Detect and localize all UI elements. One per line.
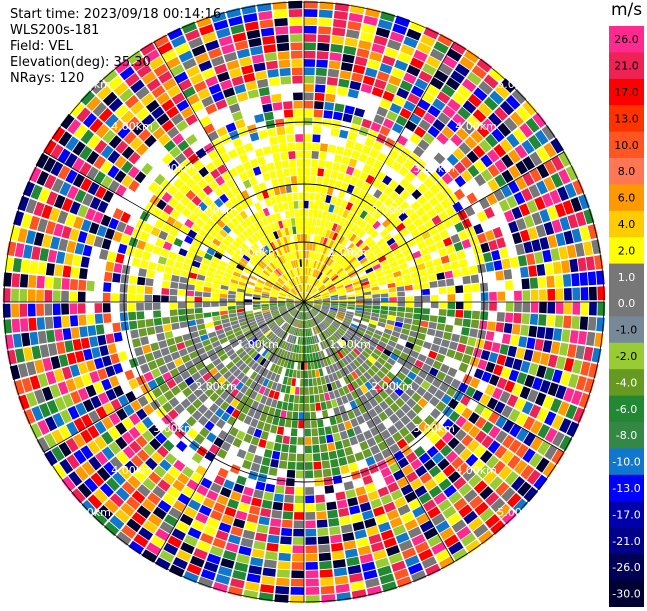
gate-band xyxy=(17,29,602,589)
colorbar-tick-label: 4.0 xyxy=(618,218,636,231)
colorbar-swatch xyxy=(609,501,644,529)
range-label: 5.00km xyxy=(497,506,539,519)
colorbar-tick-label: -2.0 xyxy=(616,350,637,363)
colorbar-tick-label: -30.0 xyxy=(612,588,640,601)
range-label: 3.00km xyxy=(413,422,455,435)
azimuth-line xyxy=(303,301,564,453)
range-label: 2.00km xyxy=(371,380,413,393)
colorbar-swatch xyxy=(609,131,644,159)
colorbar-swatch xyxy=(609,290,644,317)
gate-band xyxy=(128,302,471,479)
colorbar-tick-label: -8.0 xyxy=(616,429,637,442)
colorbar-swatch xyxy=(609,554,644,581)
colorbar-swatch xyxy=(609,580,644,608)
colorbar-tick-label: 1.0 xyxy=(618,271,636,284)
colorbar-swatch xyxy=(609,26,644,53)
colorbar-unit: m/s xyxy=(611,0,643,20)
colorbar-swatch xyxy=(609,263,644,291)
colorbar-tick-label: 0.0 xyxy=(618,297,636,310)
range-label: 5.00km xyxy=(497,78,539,91)
colorbar-swatch xyxy=(609,395,644,423)
colorbar-tick-label: 26.0 xyxy=(614,33,639,46)
colorbar-tick-label: 6.0 xyxy=(618,192,636,205)
colorbar-tick-label: -1.0 xyxy=(616,324,637,337)
azimuth-line xyxy=(303,151,564,303)
colorbar-tick-label: -17.0 xyxy=(612,508,640,521)
colorbar-swatch xyxy=(609,342,644,370)
azimuth-line xyxy=(153,41,305,303)
instrument-label: WLS200s-181 xyxy=(10,23,100,38)
range-label: 3.00km xyxy=(153,422,195,435)
range-label: 3.00km xyxy=(153,162,195,175)
field-label: Field: VEL xyxy=(10,39,73,54)
colorbar-tick-label: -6.0 xyxy=(616,403,637,416)
gate-band xyxy=(131,302,480,478)
azimuth-line xyxy=(153,301,305,562)
velocity-gates xyxy=(2,0,606,604)
range-label: 1.00km xyxy=(237,338,279,351)
colorbar-tick-label: -26.0 xyxy=(612,561,640,574)
colorbar-tick-label: -10.0 xyxy=(612,456,640,469)
azimuth-line xyxy=(303,41,455,303)
range-label: 3.00km xyxy=(413,162,455,175)
colorbar-tick-label: 10.0 xyxy=(614,139,639,152)
colorbar-tick-label: 21.0 xyxy=(614,60,639,73)
elevation-label: Elevation(deg): 35.30 xyxy=(10,55,151,70)
range-label: 2.00km xyxy=(195,380,237,393)
start-time-label: Start time: 2023/09/18 00:14:16 xyxy=(10,7,222,22)
gate-band xyxy=(119,264,489,473)
nrays-label: NRays: 120 xyxy=(10,71,85,86)
range-label: 2.00km xyxy=(195,204,237,217)
azimuth-line xyxy=(43,151,305,303)
colorbar-swatch xyxy=(609,78,644,106)
colorbar-swatch xyxy=(609,52,644,80)
azimuth-lines xyxy=(4,2,604,602)
range-labels: 1.00km 2.00km 3.00km 4.00km 5.00km 1.00km 2.00… xyxy=(69,78,539,519)
colorbar-tick-label: 13.0 xyxy=(614,112,639,125)
range-label: 1.00km xyxy=(237,246,279,259)
range-label: 4.00km xyxy=(455,464,497,477)
colorbar-swatch xyxy=(609,158,644,185)
colorbar-tick-label: 2.0 xyxy=(618,244,636,257)
gate-band xyxy=(230,227,380,302)
colorbar-tick-label: -13.0 xyxy=(612,482,640,495)
colorbar-swatch xyxy=(609,474,644,502)
range-label: 5.00km xyxy=(69,78,111,91)
colorbar-tick-label: -21.0 xyxy=(612,535,640,548)
range-label: 4.00km xyxy=(455,120,497,133)
colorbar-tick-label: -4.0 xyxy=(616,376,637,389)
colorbar-swatch xyxy=(609,369,644,397)
colorbar-swatch xyxy=(609,105,644,133)
colorbar-swatch xyxy=(609,237,644,265)
colorbar-swatch xyxy=(609,210,644,238)
colorbar-swatch xyxy=(609,184,644,212)
azimuth-line xyxy=(303,301,455,562)
azimuth-line xyxy=(43,301,305,453)
colorbar-tick-label: 17.0 xyxy=(614,86,639,99)
colorbar-swatch xyxy=(609,316,644,344)
colorbar-swatch xyxy=(609,448,644,476)
range-label: 4.00km xyxy=(111,464,153,477)
range-label: 1.00km xyxy=(329,338,371,351)
range-label: 2.00km xyxy=(371,204,413,217)
range-label: 4.00km xyxy=(111,120,153,133)
colorbar: 26.0 21.0 17.0 13.0 10.0 8.0 6.0 4.0 2.0 1.0 0.0 -1… xyxy=(609,26,644,608)
range-label: 1.00km xyxy=(329,246,371,259)
colorbar-swatch xyxy=(609,422,644,449)
range-label: 5.00km xyxy=(69,506,111,519)
colorbar-swatch xyxy=(609,527,644,555)
colorbar-tick-label: 8.0 xyxy=(618,165,636,178)
